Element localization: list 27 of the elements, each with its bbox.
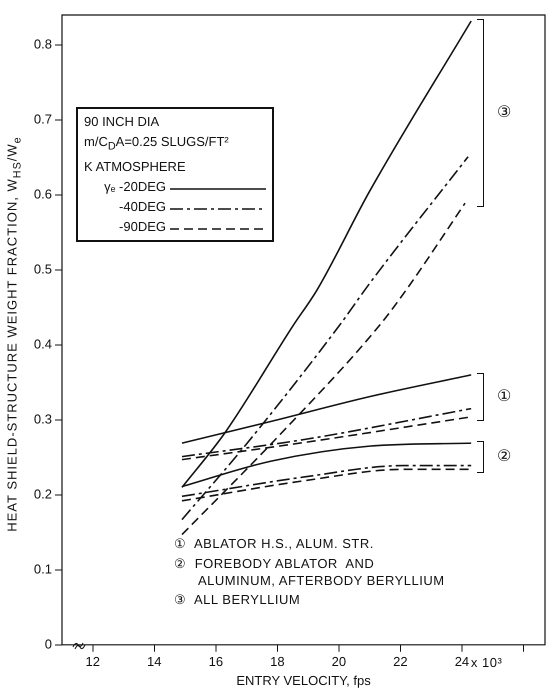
annotation: ① ABLATOR H.S., ALUM. STR.: [174, 534, 374, 552]
x-tick-label: 24: [454, 654, 470, 670]
annotation: ③ ALL BERYLLIUM: [174, 590, 300, 608]
y-tick-label: 0.3: [34, 411, 52, 426]
annotation: ③: [497, 103, 512, 122]
y-tick-label: 0.4: [34, 336, 52, 352]
y-tick-label: 0.7: [34, 112, 52, 127]
text: -90DEG: [118, 218, 166, 236]
x-tick-label: 20: [332, 654, 346, 670]
y-tick-label: 0.6: [34, 186, 52, 202]
x-tick-label: 14: [147, 654, 162, 670]
y-tick-label: 0: [44, 636, 52, 652]
x-axis-title: ENTRY VELOCITY, fps: [236, 672, 372, 688]
y-tick-label: 0.8: [34, 36, 52, 52]
annotation: ② FOREBODY ABLATOR AND ALUMINUM, AFTERBODY BERYLLIUM: [174, 554, 445, 589]
x-tick-label: 12: [86, 654, 100, 670]
y-tick-label: 0.2: [34, 486, 52, 502]
y-tick-label: 0.5: [34, 261, 52, 276]
x-tick-label: 18: [270, 654, 285, 670]
text: x 10³: [470, 654, 502, 671]
text: -40DEG: [118, 198, 166, 216]
x-tick-label: 16: [208, 654, 224, 670]
x-tick-label: 22: [393, 654, 408, 670]
annotation: ①: [497, 386, 512, 406]
text: γₑ -20DEG: [103, 178, 166, 196]
y-tick-label: 0.1: [34, 561, 52, 576]
annotation: ②: [497, 447, 512, 466]
